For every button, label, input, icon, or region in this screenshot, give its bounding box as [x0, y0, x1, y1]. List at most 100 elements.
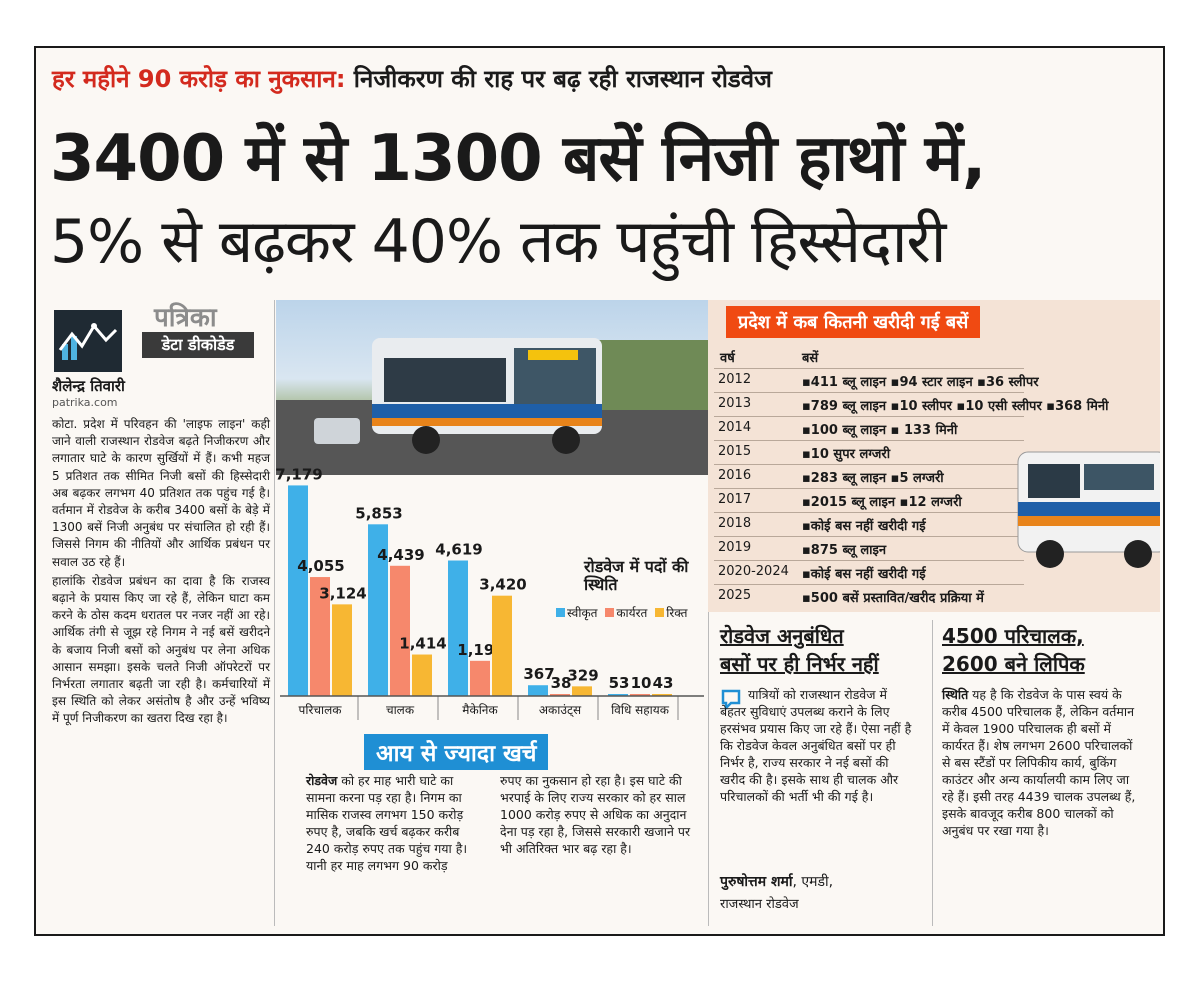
legend-working: कार्यरत: [616, 606, 648, 620]
quote-author-suffix: , एमडी,: [792, 874, 834, 890]
bar: [368, 524, 388, 696]
table-header-buses: बसें: [802, 351, 819, 366]
bar: [310, 577, 330, 696]
body-paragraph-1: कोटा. प्रदेश में परिवहन की 'लाइफ लाइन' क…: [52, 417, 270, 569]
table-row: 2016 ▪283 ब्लू लाइन ▪5 लग्जरी: [714, 464, 1024, 489]
table-cell-year: 2019: [718, 540, 752, 555]
author-site: patrika.com: [52, 396, 118, 409]
table-header-year: वर्ष: [720, 351, 735, 366]
table-cell-year: 2015: [718, 444, 752, 459]
bar-data-label: 4,619: [435, 541, 482, 559]
legend-sanctioned: स्वीकृत: [567, 606, 598, 620]
table-cell-buses: ▪कोई बस नहीं खरीदी गई: [802, 567, 926, 582]
quote-author: पुरुषोत्तम शर्मा, एमडी,: [720, 872, 833, 891]
bar: [390, 565, 410, 696]
bus-photo: [276, 300, 708, 475]
table-row: 2017 ▪2015 ब्लू लाइन ▪12 लग्जरी: [714, 488, 1024, 513]
bar: [288, 485, 308, 696]
column-divider: [932, 620, 933, 926]
clerks-heading-line-2: 2600 बने लिपिक: [942, 652, 1085, 676]
bar: [448, 560, 468, 696]
brand-name: पत्रिका: [154, 303, 217, 333]
body-paragraph-2: हालांकि रोडवेज प्रबंधन का दावा है कि राज…: [52, 573, 270, 726]
md-quote: यात्रियों को राजस्थान रोडवेज में बेहतर स…: [720, 687, 912, 804]
kicker-highlight: हर महीने 90 करोड़ का नुकसान:: [52, 65, 346, 93]
category-label: अकाउंट्स: [539, 703, 582, 718]
posts-status-chart: 7,179 4,055 3,124 परिचालक 5,853 4,439 1,414 चाल…: [276, 428, 708, 728]
clerks-body: स्थिति यह है कि रोडवेज के पास स्वयं के क…: [942, 686, 1142, 839]
contract-heading-line-2: बसों पर ही निर्भर नहीं: [720, 652, 879, 676]
column-divider: [274, 300, 275, 926]
table-row: 2014 ▪100 ब्लू लाइन ▪ 133 मिनी: [714, 416, 1024, 441]
purchase-table-banner: प्रदेश में कब कितनी खरीदी गई बसें: [726, 306, 981, 338]
table-row: 2018 ▪कोई बस नहीं खरीदी गई: [714, 512, 1024, 537]
table-cell-buses: ▪कोई बस नहीं खरीदी गई: [802, 519, 926, 534]
bar: [652, 694, 672, 696]
quote-icon: [720, 688, 742, 712]
category-label: चालक: [386, 703, 415, 717]
bar-data-label: 10: [631, 674, 652, 692]
table-row: 2013 ▪789 ब्लू लाइन ▪10 स्लीपर ▪10 एसी स्…: [714, 392, 1108, 417]
table-cell-year: 2016: [718, 468, 752, 483]
category-label: विधि सहायक: [611, 703, 670, 717]
chart-title: रोडवेज में पदों की स्थिति: [584, 557, 689, 594]
kicker-text: निजीकरण की राह पर बढ़ रही राजस्थान रोडवे…: [345, 65, 772, 93]
table-cell-buses: ▪283 ब्लू लाइन ▪5 लग्जरी: [802, 471, 944, 486]
chart-legend: स्वीकृत कार्यरत रिक्त: [552, 604, 688, 621]
data-decoded-logo-icon: [54, 310, 122, 372]
table-row: 2020-2024 ▪कोई बस नहीं खरीदी गई: [714, 560, 1024, 585]
expense-column-2: रुपए का नुकसान हो रहा है। इस घाटे की भरप…: [500, 773, 691, 856]
clerks-heading: 4500 परिचालक, 2600 बने लिपिक: [942, 622, 1085, 678]
table-row: 2019 ▪875 ब्लू लाइन: [714, 536, 1024, 561]
article-body: कोटा. प्रदेश में परिवहन की 'लाइफ लाइन' क…: [52, 416, 270, 730]
bar-data-label: 329: [567, 666, 598, 684]
bar: [608, 694, 628, 696]
table-cell-buses: ▪100 ब्लू लाइन ▪ 133 मिनी: [802, 423, 958, 438]
quote-author-name: पुरुषोत्तम शर्मा: [720, 874, 793, 890]
bar-data-label: 3,124: [319, 584, 366, 602]
headline-line-2: 5% से बढ़कर 40% तक पहुंची हिस्सेदारी: [50, 207, 946, 277]
table-cell-year: 2020-2024: [718, 564, 789, 579]
table-row: 2025 ▪500 बसें प्रस्तावित/खरीद प्रक्रिया …: [714, 584, 1024, 609]
bar-data-label: 5,853: [355, 504, 402, 522]
bar: [630, 694, 650, 696]
table-cell-buses: ▪10 सुपर लग्जरी: [802, 447, 891, 462]
clerks-text: यह है कि रोडवेज के पास स्वयं के करीब 450…: [942, 687, 1136, 838]
table-cell-year: 2025: [718, 588, 752, 603]
bar-data-label: 1,414: [399, 635, 446, 653]
table-cell-buses: ▪411 ब्लू लाइन ▪94 स्टार लाइन ▪36 स्लीपर: [802, 375, 1039, 390]
bar: [528, 685, 548, 696]
table-cell-year: 2013: [718, 396, 752, 411]
contract-heading-line-1: रोडवेज अनुबंधित: [720, 624, 844, 648]
clerks-lead: स्थिति: [942, 687, 969, 702]
table-cell-year: 2017: [718, 492, 752, 507]
bar: [572, 686, 592, 696]
table-cell-buses: ▪2015 ब्लू लाइन ▪12 लग्जरी: [802, 495, 962, 510]
table-cell-year: 2014: [718, 420, 752, 435]
kicker: हर महीने 90 करोड़ का नुकसान: निजीकरण की …: [52, 62, 772, 95]
bar: [550, 694, 570, 696]
table-row: 2012 ▪411 ब्लू लाइन ▪94 स्टार लाइन ▪36 स्…: [714, 368, 1039, 393]
bar-data-label: 4,439: [377, 546, 424, 564]
bar-data-label: 3,420: [479, 576, 526, 594]
expense-banner: आय से ज्यादा खर्च: [364, 734, 549, 770]
column-divider: [708, 300, 709, 926]
bar: [332, 604, 352, 696]
legend-vacant: रिक्त: [666, 606, 688, 620]
legend-swatch-sanctioned: [556, 608, 565, 617]
bus-illustration: [998, 432, 1160, 582]
table-row: 2015 ▪10 सुपर लग्जरी: [714, 440, 1024, 465]
bar-data-label: 38: [551, 674, 572, 692]
bar-data-label: 4,055: [297, 557, 344, 575]
expense-column-1: रोडवेज को हर माह भारी घाटे का सामना करना…: [306, 772, 486, 874]
bar-data-label: 7,179: [276, 465, 323, 483]
newspaper-clipping: हर महीने 90 करोड़ का नुकसान: निजीकरण की …: [34, 46, 1165, 936]
table-cell-year: 2018: [718, 516, 752, 531]
bar-data-label: 43: [653, 674, 674, 692]
bar: [470, 660, 490, 696]
bar-data-label: 367: [523, 665, 554, 683]
table-cell-buses: ▪500 बसें प्रस्तावित/खरीद प्रक्रिया में: [802, 591, 984, 606]
quote-author-role: राजस्थान रोडवेज: [720, 897, 799, 912]
expense-text-1: को हर माह भारी घाटे का सामना करना पड़ रह…: [306, 773, 468, 873]
clerks-heading-line-1: 4500 परिचालक,: [942, 624, 1084, 648]
